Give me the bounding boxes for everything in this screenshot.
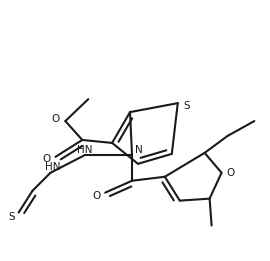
Text: S: S bbox=[183, 101, 190, 111]
Text: S: S bbox=[8, 211, 15, 222]
Text: O: O bbox=[42, 154, 50, 164]
Text: O: O bbox=[51, 114, 60, 124]
Text: HN: HN bbox=[45, 162, 60, 172]
Text: N: N bbox=[135, 145, 143, 155]
Text: O: O bbox=[92, 191, 100, 201]
Text: O: O bbox=[226, 168, 235, 178]
Text: HN: HN bbox=[76, 145, 92, 155]
